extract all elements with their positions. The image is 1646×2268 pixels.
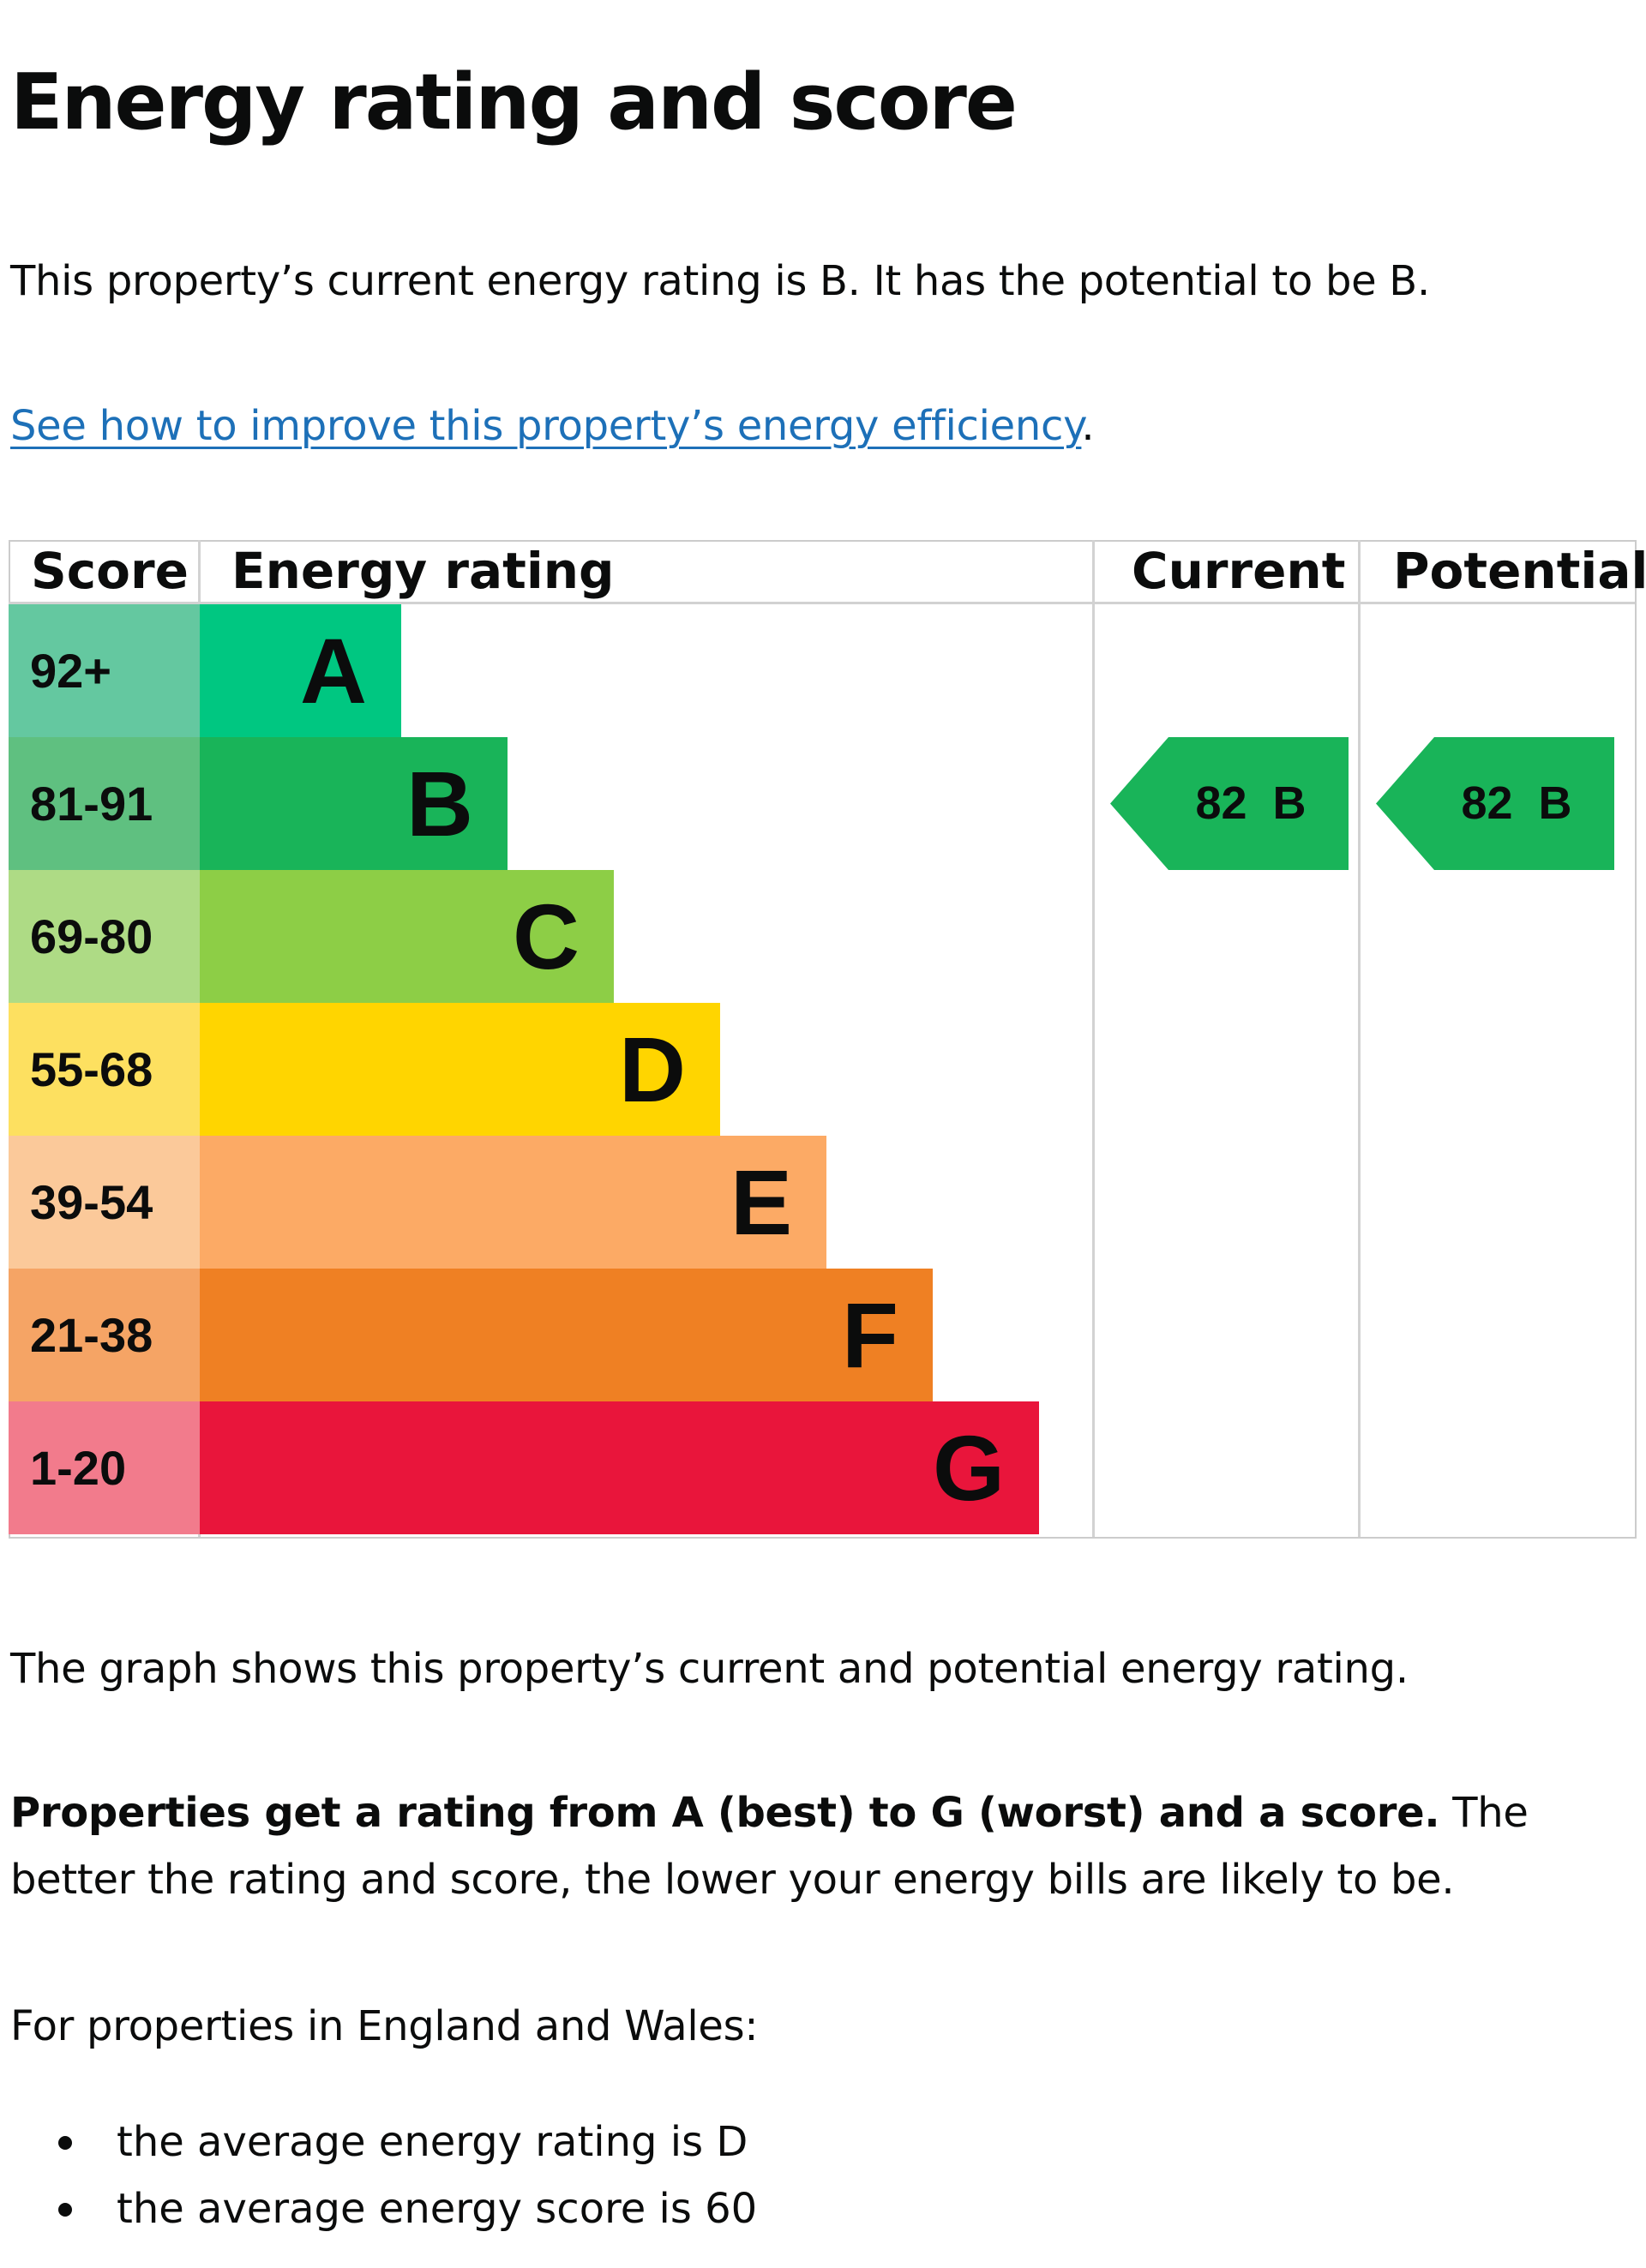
averages-list: the average energy rating is D the avera… (10, 2109, 757, 2242)
improve-link-suffix: . (1081, 402, 1095, 450)
improve-efficiency-link[interactable]: See how to improve this property’s energ… (10, 402, 1082, 450)
current-rating-marker: 82 B (1110, 737, 1349, 870)
band-score-cell: 39-54 (9, 1136, 200, 1269)
band-bar: F (200, 1269, 933, 1401)
band-letter: D (619, 1017, 686, 1121)
band-bar: C (200, 870, 614, 1003)
band-score-range: 1-20 (30, 1441, 127, 1495)
band-score-cell: 69-80 (9, 870, 200, 1003)
rating-explanation-rest: The better the rating and score, the low… (10, 1789, 1529, 1904)
graph-note: The graph shows this property’s current … (10, 1645, 1409, 1693)
band-bar: D (200, 1003, 720, 1136)
header-score: Score (31, 542, 189, 600)
england-wales-intro: For properties in England and Wales: (10, 2002, 759, 2050)
potential-rating-marker: 82 B (1376, 737, 1614, 870)
band-letter: B (406, 752, 473, 855)
band-bar: E (200, 1136, 826, 1269)
band-score-range: 39-54 (30, 1175, 153, 1229)
band-score-range: 81-91 (30, 777, 153, 831)
rating-explanation: Properties get a rating from A (best) to… (10, 1779, 1639, 1913)
band-score-cell: 55-68 (9, 1003, 200, 1136)
current-column-divider (1092, 540, 1095, 1537)
page-title: Energy rating and score (10, 57, 1018, 147)
band-score-cell: 92+ (9, 604, 200, 737)
band-bar: G (200, 1401, 1039, 1534)
band-letter: G (932, 1416, 1005, 1520)
header-divider (9, 602, 1635, 604)
improve-line: See how to improve this property’s energ… (10, 393, 1095, 459)
rating-explanation-bold: Properties get a rating from A (best) to… (10, 1789, 1440, 1837)
band-letter: F (842, 1283, 898, 1387)
band-score-cell: 1-20 (9, 1401, 200, 1534)
band-letter: A (300, 619, 367, 723)
current-rating-marker-shape (1110, 737, 1349, 870)
band-score-cell: 21-38 (9, 1269, 200, 1401)
rating-summary: This property’s current energy rating is… (10, 257, 1430, 305)
energy-rating-chart: Score Energy rating Current Potential 92… (9, 540, 1646, 1539)
potential-column-divider (1358, 540, 1361, 1537)
band-score-range: 69-80 (30, 909, 153, 963)
header-energy-rating: Energy rating (231, 542, 615, 600)
band-score-range: 92+ (30, 644, 111, 698)
band-bar: B (200, 737, 508, 870)
potential-rating-marker-shape (1376, 737, 1614, 870)
list-item: the average energy score is 60 (10, 2175, 757, 2242)
band-letter: E (730, 1150, 792, 1254)
band-letter: C (513, 885, 580, 988)
band-bar: A (200, 604, 401, 737)
band-score-cell: 81-91 (9, 737, 200, 870)
band-score-range: 21-38 (30, 1308, 153, 1362)
header-current: Current (1132, 542, 1346, 600)
band-score-range: 55-68 (30, 1042, 153, 1096)
list-item: the average energy rating is D (10, 2109, 757, 2175)
potential-rating-marker-label: 82 B (1461, 777, 1572, 829)
current-rating-marker-label: 82 B (1195, 777, 1307, 829)
header-potential: Potential (1393, 542, 1646, 600)
